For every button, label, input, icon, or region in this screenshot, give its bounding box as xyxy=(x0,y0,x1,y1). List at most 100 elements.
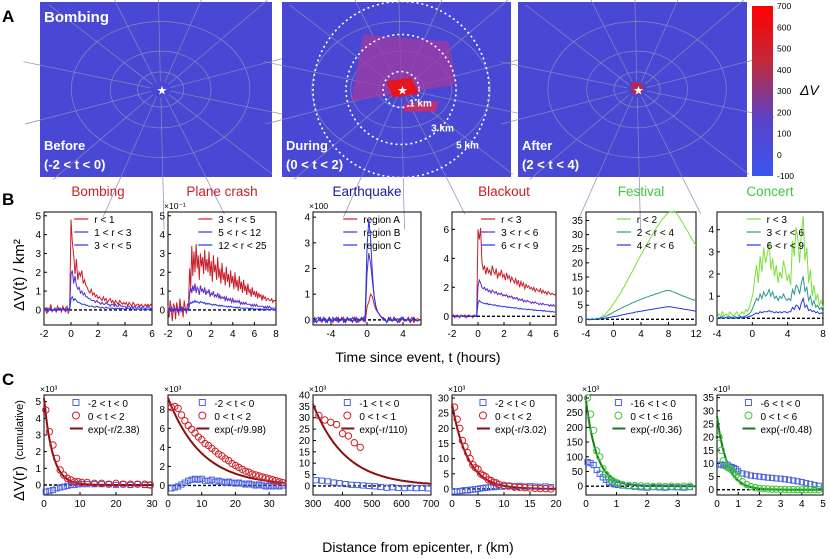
pre-event-point xyxy=(181,479,188,486)
x-tick-label: 4 xyxy=(230,329,236,340)
pre-event-point xyxy=(773,475,780,482)
legend-marker-circle xyxy=(478,411,487,420)
post-event-point xyxy=(278,478,287,487)
pre-event-point xyxy=(245,480,253,487)
x-tick-label: -2 xyxy=(164,329,173,340)
x-tick-label: 20 xyxy=(230,499,242,510)
post-event-point xyxy=(78,478,86,487)
y-tick-label: 2 xyxy=(159,268,165,279)
y-tick-label: 30 xyxy=(703,406,715,417)
x-tick-label: 5 xyxy=(820,499,826,510)
chart-title: Blackout xyxy=(478,184,530,199)
plot-frame xyxy=(43,394,153,496)
voronoi-ring xyxy=(311,21,491,158)
post-event-point xyxy=(97,479,106,488)
pre-event-point xyxy=(215,477,222,484)
series-line-1 xyxy=(452,278,556,318)
post-event-point xyxy=(344,432,353,440)
pre-event-point xyxy=(120,481,127,488)
y-tick-label: 20 xyxy=(703,433,715,444)
legend-label: region C xyxy=(363,241,401,252)
pre-event-point xyxy=(790,477,797,484)
x-tick-label: -2 xyxy=(40,329,49,340)
pre-event-point xyxy=(198,475,205,482)
epicenter-star-icon: ★ xyxy=(397,84,408,98)
voronoi-edge xyxy=(160,97,165,230)
pre-event-point xyxy=(178,481,185,488)
pre-event-point xyxy=(188,476,195,483)
x-tick-label: 0 xyxy=(449,499,455,510)
plot-frame xyxy=(167,394,287,496)
x-tick-label: 2 xyxy=(95,329,101,340)
ring-label-5km: 5 km xyxy=(456,141,479,152)
legend-label: r < 2 xyxy=(637,215,658,226)
series-line-1 xyxy=(167,283,276,314)
legend-label: region B xyxy=(363,228,401,239)
y-tick-label: 20 xyxy=(572,258,584,269)
voronoi-ring xyxy=(586,50,688,129)
legend-label: region A xyxy=(363,215,400,226)
pre-event-point xyxy=(747,472,755,479)
y-tick-label: 200 xyxy=(566,423,583,434)
panel-a: ★ Bombing Before (-2 < t < 0) 1 km 3 km5 km ★ D… xyxy=(23,0,820,230)
post-event-point xyxy=(49,441,57,449)
pre-event-point xyxy=(222,479,229,486)
distance-ring-0 xyxy=(382,70,420,109)
plot-frame xyxy=(716,211,824,326)
post-event-point xyxy=(45,427,54,436)
post-event-point xyxy=(742,480,751,489)
legend-label: 1 < r < 3 xyxy=(94,228,132,239)
pre-event-point xyxy=(191,475,199,482)
y-tick-label: 3 xyxy=(35,249,41,260)
c-y-axis-sub: (cumulative) xyxy=(14,400,26,460)
post-event-point xyxy=(255,472,263,480)
ring-label-1km: 1 km xyxy=(409,99,432,110)
post-event-point xyxy=(42,406,50,414)
x-tick-label: 5 xyxy=(475,499,481,510)
y-tick-label: 4 xyxy=(443,254,449,265)
y-tick-label: 2 xyxy=(304,264,310,275)
colorbar-tick: 600 xyxy=(777,22,791,32)
axis-multiplier: ×10³ xyxy=(164,384,181,394)
post-event-point xyxy=(133,480,142,488)
chart-b-0: Bombing -2 0 2 4 6 0 1 2 3 4 5 r < 1 1 < r < 3 3 < r <… xyxy=(35,184,155,340)
y-tick-label: 2 xyxy=(35,268,41,279)
x-tick-label: 6 xyxy=(252,329,258,340)
voronoi-edge xyxy=(529,94,630,180)
pre-event-point xyxy=(785,476,793,483)
post-event-point xyxy=(187,425,196,433)
map-0: ★ Bombing Before (-2 < t < 0) xyxy=(23,0,298,230)
post-event-point xyxy=(74,477,82,486)
pre-event-point xyxy=(201,477,209,484)
pre-event-point xyxy=(389,484,396,491)
plot-frame xyxy=(585,394,697,496)
legend-label: 0 < t < 2 xyxy=(495,412,532,423)
pre-event-point xyxy=(324,478,331,485)
voronoi-edge xyxy=(343,96,398,218)
y-tick-label: 4 xyxy=(304,213,310,224)
series-line-2 xyxy=(586,306,697,320)
x-tick-label: 6 xyxy=(553,329,559,340)
pre-event-point xyxy=(195,476,202,483)
series-line-2 xyxy=(168,299,276,312)
colorbar-tick: 400 xyxy=(777,65,791,75)
y-tick-label: 10 xyxy=(438,454,450,465)
x-tick-label: 0 xyxy=(41,499,47,510)
voronoi-edge xyxy=(114,0,157,83)
voronoi-edge xyxy=(164,96,225,215)
pre-event-point xyxy=(255,481,263,488)
post-event-point xyxy=(810,486,819,494)
post-event-point xyxy=(510,483,519,491)
legend-label: exp(-r/9.98) xyxy=(214,425,266,436)
pre-event-point xyxy=(365,482,373,490)
voronoi-edge xyxy=(168,94,273,175)
voronoi-edge xyxy=(23,61,151,89)
y-tick-label: 10 xyxy=(703,459,715,470)
voronoi-edge xyxy=(168,0,268,85)
legend-label: 6 < r < 9 xyxy=(501,241,539,252)
voronoi-edge xyxy=(170,90,298,118)
y-tick-label: 6 xyxy=(159,424,165,435)
pre-event-point xyxy=(395,484,402,492)
pre-event-point xyxy=(739,470,746,477)
pre-event-point xyxy=(756,473,763,480)
